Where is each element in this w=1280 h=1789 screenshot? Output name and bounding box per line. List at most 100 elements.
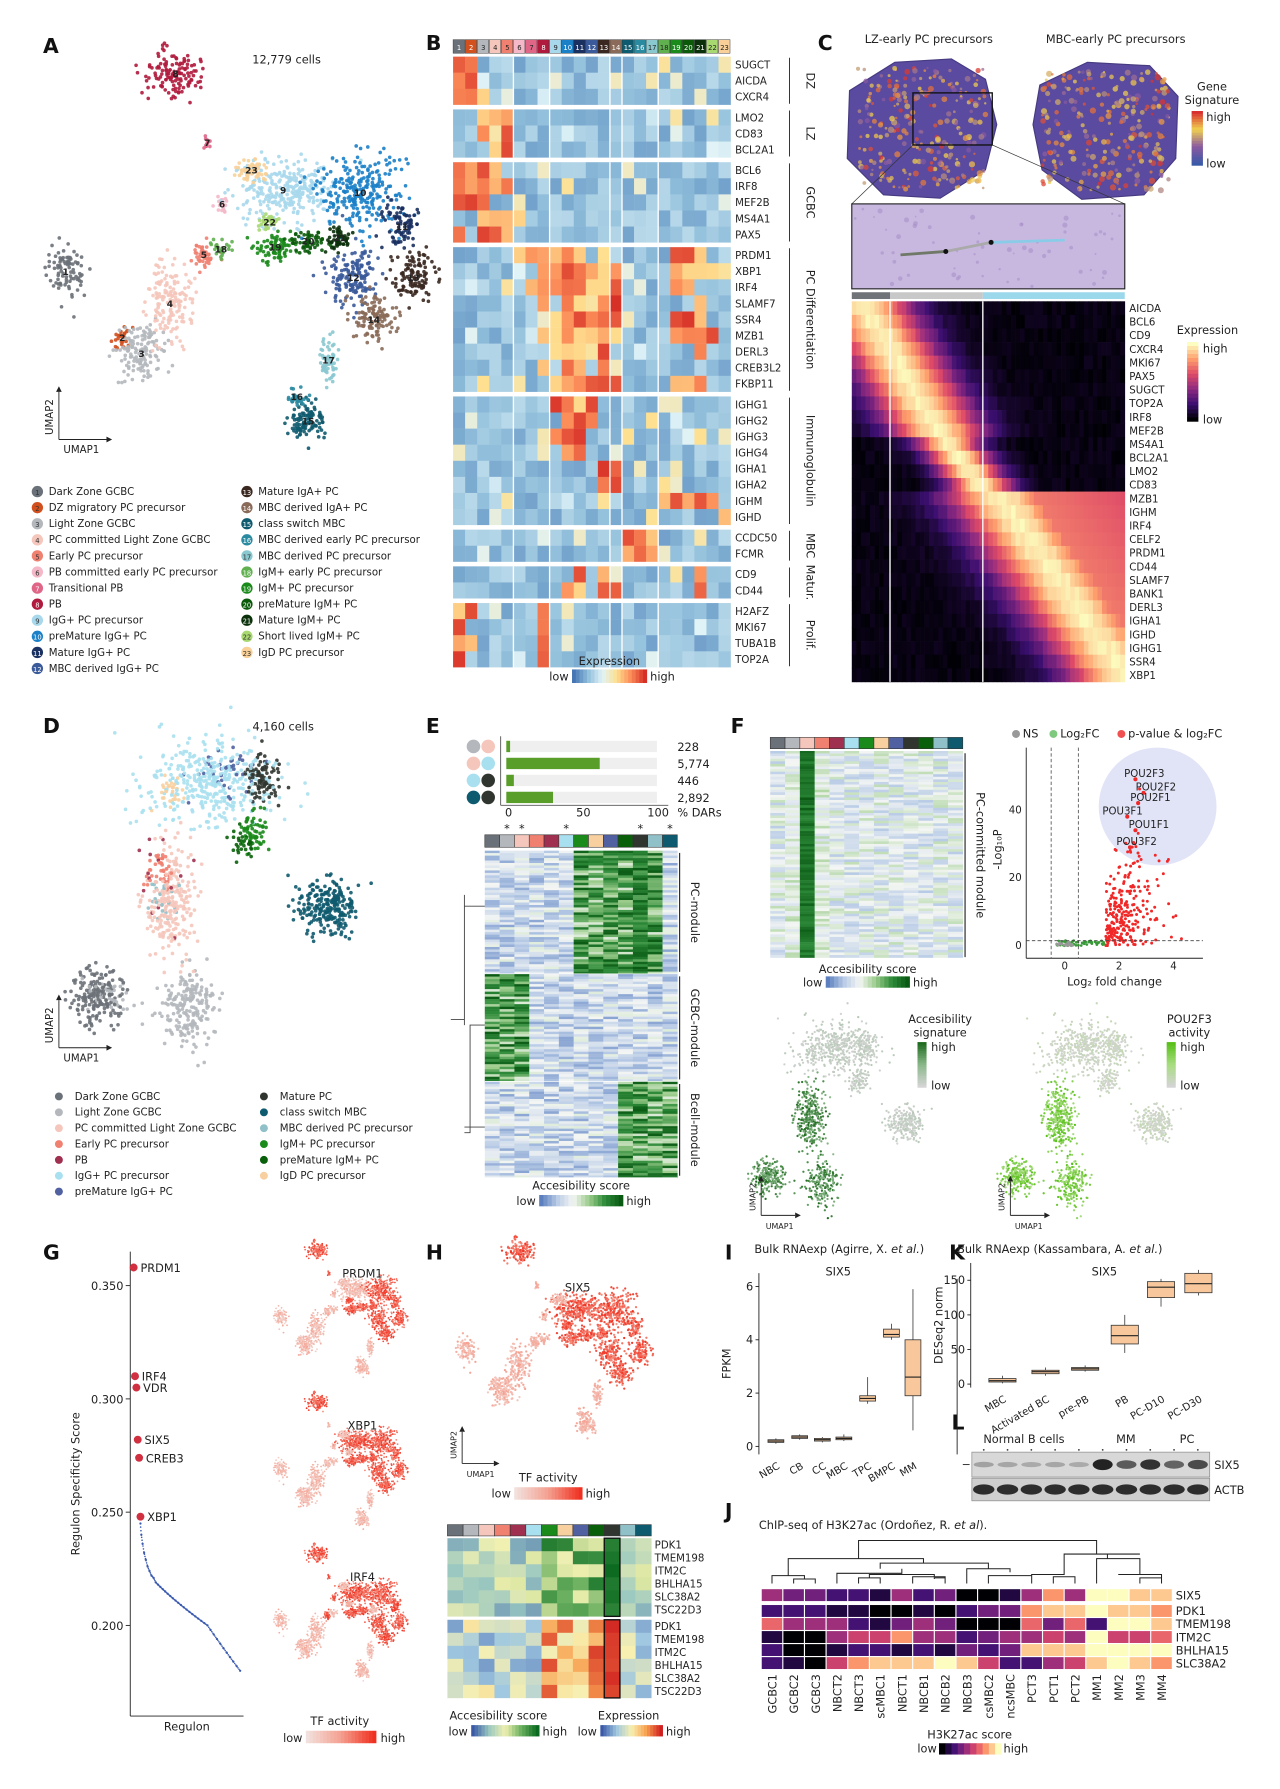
umap-cell-point (52, 284, 56, 288)
umap-cell-point (309, 191, 313, 195)
heatmap-cell (610, 295, 622, 311)
umap-cell-point (188, 101, 192, 105)
umap-cell-point (62, 249, 66, 253)
heatmap-cell (1120, 464, 1125, 478)
heatmap-cell (1057, 451, 1062, 465)
heatmap-cell (525, 566, 537, 582)
umap-cell-point (332, 245, 336, 249)
heatmap-cell (562, 227, 574, 243)
umap-cell-point (170, 340, 174, 344)
heatmap-cell (911, 519, 916, 533)
heatmap-cell (646, 311, 658, 327)
heatmap-cell (694, 619, 706, 635)
heatmap-cell (525, 126, 537, 142)
signature-spot (1087, 77, 1090, 80)
heatmap-cell (610, 227, 622, 243)
heatmap-cell (1093, 342, 1098, 356)
umap-cell-point (209, 241, 213, 245)
heatmap-cell (879, 369, 884, 383)
heatmap-cell (1025, 396, 1030, 410)
heatmap-cell (1075, 410, 1080, 424)
heatmap-cell (501, 582, 513, 598)
heatmap-cell (1034, 369, 1039, 383)
umap-cell-point (163, 277, 167, 281)
heatmap-cell (1107, 356, 1112, 370)
heatmap-cell (1043, 519, 1048, 533)
heatmap-cell (1034, 342, 1039, 356)
heatmap-cell (670, 247, 682, 263)
colorbar-step (591, 669, 595, 683)
heatmap-cell (893, 396, 898, 410)
umap-cell-point (159, 84, 163, 88)
heatmap-cell (622, 445, 634, 461)
heatmap-cell (925, 424, 930, 438)
tissue-texture (978, 232, 980, 234)
heatmap-cell (453, 109, 465, 125)
umap-cell-point (157, 346, 161, 350)
umap-cell-point (184, 273, 188, 277)
colorbar-step (598, 669, 602, 683)
umap-cell-point (377, 161, 381, 165)
umap-cell-point (355, 264, 359, 268)
heatmap-cell (622, 635, 634, 651)
umap-cell-point (270, 236, 274, 240)
heatmap-cell (852, 301, 857, 315)
heatmap-cell (538, 582, 550, 598)
gene-label: CD83 (735, 129, 763, 140)
umap-cell-point (201, 245, 205, 249)
heatmap-cell (1061, 342, 1066, 356)
heatmap-cell (975, 464, 980, 478)
heatmap-cell (870, 451, 875, 465)
heatmap-cell (646, 413, 658, 429)
umap-cell-point (408, 196, 412, 200)
gene-label: CD9 (735, 570, 756, 581)
heatmap-cell (489, 546, 501, 562)
heatmap-cell (1120, 369, 1125, 383)
heatmap-cell (586, 344, 598, 360)
heatmap-cell (884, 301, 889, 315)
umap-cell-point (304, 158, 308, 162)
signature-spot (863, 79, 868, 84)
umap-cell-point (340, 177, 344, 181)
heatmap-cell (947, 492, 952, 506)
umap-cell-point (266, 263, 270, 267)
umap-cell-point (169, 314, 173, 318)
umap-cell-point (177, 306, 181, 310)
heatmap-cell (574, 509, 586, 525)
umap-cell-point (185, 66, 189, 70)
umap-cell-point (400, 272, 404, 276)
umap-cell-point (162, 311, 166, 315)
heatmap-cell (622, 328, 634, 344)
umap-cell-point (316, 169, 320, 173)
gene-label: DERL3 (735, 348, 769, 359)
heatmap-cell (947, 315, 952, 329)
umap-cell-point (165, 274, 169, 278)
heatmap-cell (706, 295, 718, 311)
heatmap-cell (465, 109, 477, 125)
signature-spot (1137, 152, 1143, 158)
heatmap-cell (938, 328, 943, 342)
heatmap-cell (1002, 315, 1007, 329)
signature-spot (1046, 82, 1051, 87)
umap-cell-point (434, 270, 438, 274)
heatmap-cell (670, 429, 682, 445)
heatmap-cell (489, 142, 501, 158)
heatmap-cell (1043, 342, 1048, 356)
umap-cell-point (372, 287, 376, 291)
heatmap-cell (1093, 369, 1098, 383)
signature-spot (1132, 163, 1135, 166)
heatmap-cell (1120, 396, 1125, 410)
pseudotime-segment (983, 292, 1125, 299)
heatmap-cell (906, 315, 911, 329)
heatmap-cell (682, 461, 694, 477)
heatmap-cell (1084, 478, 1089, 492)
umap-cell-point (167, 91, 171, 95)
heatmap-cell (1002, 437, 1007, 451)
heatmap-cell (897, 519, 902, 533)
umap-cell-point (49, 279, 53, 283)
signature-spot (862, 181, 866, 185)
heatmap-cell (513, 210, 525, 226)
umap-cell-point (324, 272, 328, 276)
umap-cell-point (339, 230, 343, 234)
heatmap-cell (1047, 315, 1052, 329)
